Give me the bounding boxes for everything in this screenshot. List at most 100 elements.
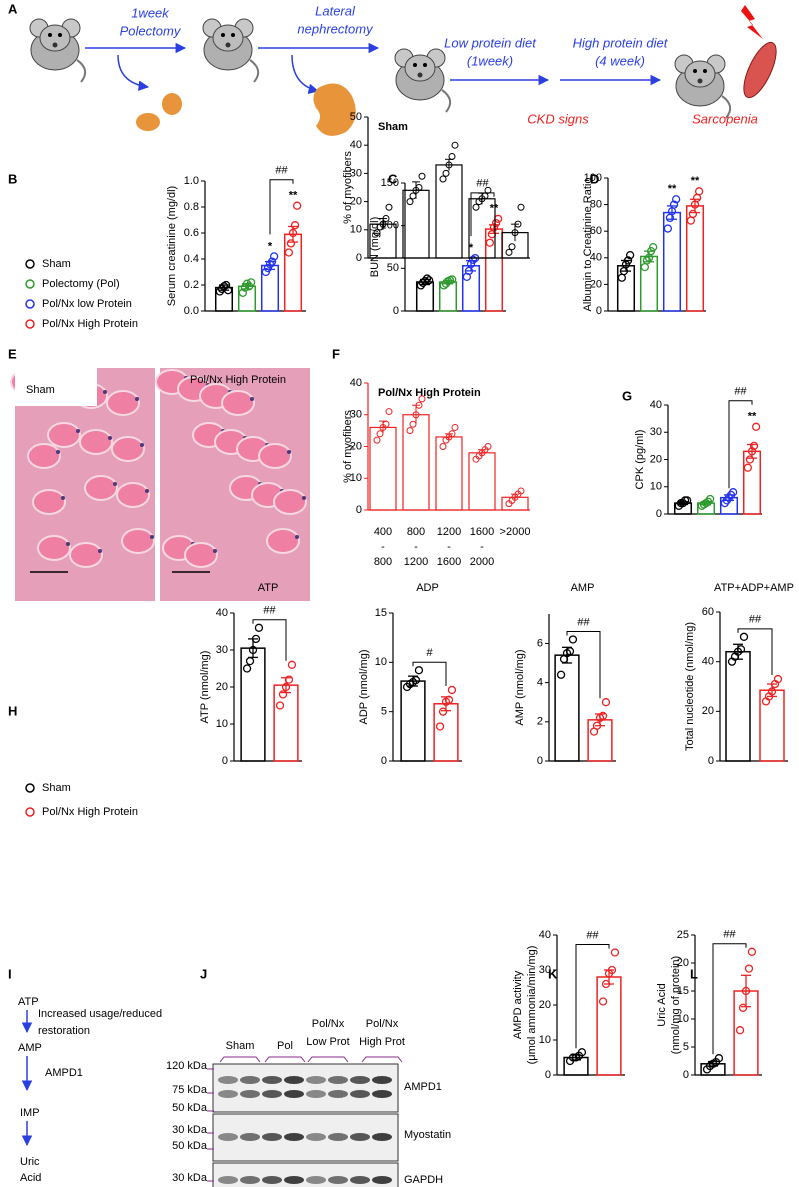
myofiber (106, 390, 140, 416)
y-tick-label: 30 (650, 426, 662, 438)
y-tick-label: 80 (590, 199, 602, 211)
y-tick-label: 40 (650, 399, 662, 411)
data-point (468, 255, 478, 264)
data-point (286, 239, 296, 248)
band (284, 1176, 304, 1184)
band (350, 1176, 370, 1184)
data-point (568, 1053, 578, 1062)
myofiber (32, 489, 66, 515)
kda-marker: 30 kDa (172, 1172, 208, 1184)
x-tick-label: 800 (407, 526, 425, 538)
mouse-tail (249, 59, 260, 83)
myofiber (121, 528, 155, 554)
band (284, 1076, 304, 1084)
data-point (466, 259, 476, 269)
myofiber (47, 422, 81, 448)
data-point (749, 441, 759, 451)
protein-name: GAPDH (404, 1174, 443, 1186)
x-tick-label: 1600 (437, 556, 461, 568)
blot-group: Pol/Nx (366, 1018, 399, 1030)
arrow (117, 54, 150, 91)
legend-marker (25, 279, 35, 289)
workflow-step: High protein diet (573, 35, 669, 50)
data-point (242, 279, 252, 288)
data-point (248, 645, 258, 655)
data-point (646, 246, 656, 256)
band (262, 1176, 282, 1184)
y-tick-label: 0 (381, 755, 387, 767)
data-point (215, 287, 225, 296)
data-point (447, 685, 457, 695)
group-bracket (219, 1056, 261, 1063)
data-point (493, 214, 503, 223)
group-bracket (307, 1056, 349, 1063)
comparison-bracket (269, 179, 294, 235)
y-tick-label: 0 (393, 305, 399, 317)
y-axis-label: Albumin to Creatinine Ratio (582, 178, 594, 312)
y-tick-label: 25 (677, 929, 689, 941)
mouse-nose (417, 72, 423, 78)
kda-marker: 50 kDa (172, 1102, 208, 1114)
y-tick-label: 20 (539, 999, 551, 1011)
y-tick-label: 2 (537, 716, 543, 728)
myofiber (258, 443, 292, 469)
data-point (744, 964, 754, 973)
panel-letter: E (8, 346, 17, 361)
data-point (728, 488, 738, 497)
mouse-eye (48, 33, 52, 37)
data-point (472, 203, 480, 211)
data-point (263, 263, 273, 273)
nucleus (295, 535, 299, 539)
x-tick-label: - (381, 541, 385, 553)
mouse-tail (721, 95, 732, 119)
x-tick-label: - (414, 541, 418, 553)
band (306, 1133, 326, 1141)
y-tick-label: 0 (356, 504, 362, 516)
mouse-nose (697, 78, 703, 84)
y-axis-label: AMP (nmol/mg) (514, 649, 526, 725)
data-point (738, 1003, 748, 1012)
data-point (484, 443, 492, 450)
mouse-tail (441, 89, 452, 113)
significance: ** (748, 411, 757, 423)
data-point (422, 274, 432, 283)
myofiber (84, 475, 118, 501)
y-tick-label: 20 (702, 705, 714, 717)
data-point (418, 395, 426, 403)
histology-label: Pol/Nx High Protein (190, 374, 286, 386)
data-point (435, 722, 445, 731)
legend-marker (25, 259, 35, 269)
legend-label: Pol/Nx High Protein (42, 318, 138, 330)
data-point (451, 141, 459, 149)
y-tick-label: 10 (650, 481, 662, 493)
pathway-node: Uric (20, 1156, 40, 1168)
bar (596, 976, 622, 1076)
y-axis-label: Uric Acid (656, 983, 668, 1026)
y-tick-label: 15 (677, 985, 689, 997)
data-point (508, 243, 516, 251)
band (372, 1090, 392, 1098)
band (372, 1133, 392, 1141)
kidney (313, 83, 356, 136)
data-point (246, 278, 256, 287)
y-tick-label: 40 (350, 139, 362, 151)
y-tick-label: 0.2 (184, 279, 199, 291)
blot (212, 1063, 399, 1113)
band (306, 1076, 326, 1084)
band (262, 1090, 282, 1098)
mouse-eye (413, 63, 417, 67)
data-point (692, 193, 702, 203)
data-point (415, 401, 423, 409)
data-point (406, 198, 414, 206)
data-point (773, 674, 783, 684)
data-point (767, 687, 777, 696)
workflow-step: (4 week) (595, 53, 645, 68)
pathway-node: Acid (20, 1172, 41, 1184)
legend-label: Sham (42, 258, 71, 270)
comparison-label: ## (577, 616, 590, 628)
legend-label: Pol/Nx low Protein (42, 298, 132, 310)
nucleus (113, 482, 117, 486)
data-point (491, 218, 501, 228)
y-tick-label: 0 (537, 755, 543, 767)
data-point (420, 276, 430, 286)
